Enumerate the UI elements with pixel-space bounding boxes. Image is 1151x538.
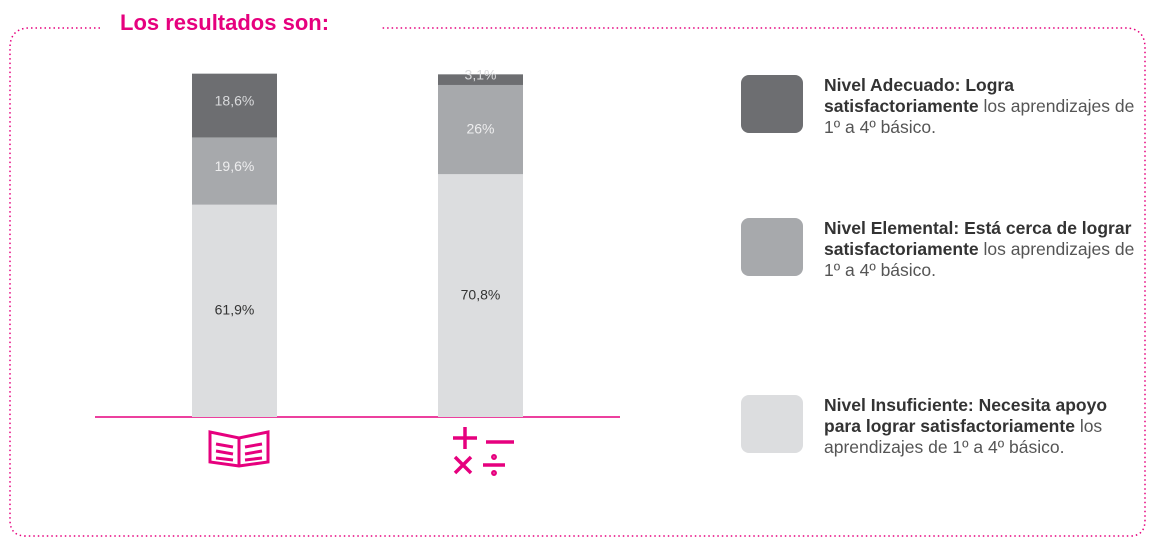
book-icon [208, 430, 270, 468]
frame [9, 27, 1146, 537]
legend-swatch [741, 75, 803, 133]
legend-name: Nivel Elemental: [824, 218, 960, 238]
bar-segment [438, 84, 523, 175]
legend-text: Nivel Insuficiente: Necesita apoyo para … [824, 395, 1139, 458]
legend-text: Nivel Adecuado: Logra satisfactoriamente… [824, 75, 1139, 138]
bar-segment [192, 204, 277, 417]
legend-bold-text: Logra satisfactoriamente [824, 75, 1014, 116]
legend-swatch [741, 395, 803, 453]
bar-segment [438, 74, 523, 85]
value-label: 70,8% [461, 286, 501, 302]
value-label: 3,1% [465, 66, 497, 82]
value-label: 26% [466, 120, 494, 136]
bar-segment [438, 174, 523, 417]
legend-name: Nivel Insuficiente: [824, 395, 974, 415]
title: Los resultados son: [110, 10, 340, 36]
value-label: 19,6% [215, 158, 255, 174]
legend-description: los aprendizajes de 1º a 4º básico. [824, 96, 1135, 137]
legend-bold-text: Necesita apoyo para lograr satisfactoria… [824, 395, 1108, 436]
legend-swatch [741, 218, 803, 276]
legend-description: los aprendizajes de 1º a 4º básico. [824, 239, 1135, 280]
legend-bold-text: Está cerca de lograr satisfactoriamente [824, 218, 1132, 259]
legend-text: Nivel Elemental: Está cerca de lograr sa… [824, 218, 1139, 281]
legend-name: Nivel Adecuado: [824, 75, 961, 95]
math-icon [453, 427, 514, 476]
bar-segment [192, 73, 277, 138]
legend-description: los aprendizajes de 1º a 4º básico. [824, 416, 1103, 457]
bar-segment [192, 137, 277, 205]
value-label: 61,9% [215, 302, 255, 318]
value-label: 18,6% [215, 92, 255, 108]
